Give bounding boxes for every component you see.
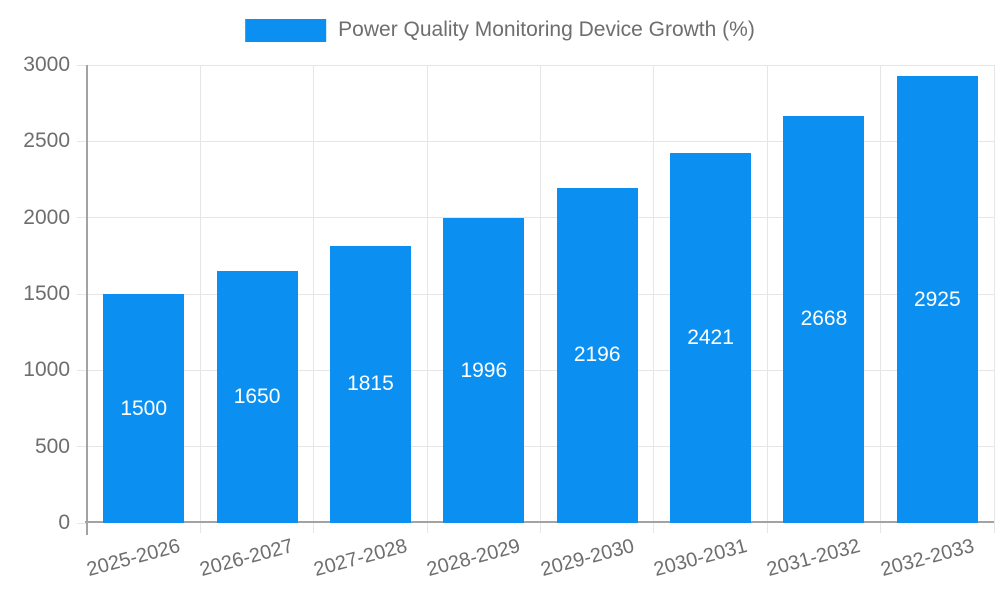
bar-value-label: 1650 xyxy=(233,385,281,409)
x-tick-label: 2031-2032 xyxy=(764,534,863,581)
y-axis-line xyxy=(86,65,88,535)
x-tick-label: 2029-2030 xyxy=(538,534,637,581)
grid-line-vertical xyxy=(313,65,315,533)
x-tick-label: 2026-2027 xyxy=(197,534,297,581)
bar xyxy=(783,115,865,523)
grid-line-vertical xyxy=(653,65,655,533)
grid-line-horizontal xyxy=(77,369,994,371)
bar xyxy=(670,153,752,523)
x-tick-label: 2030-2031 xyxy=(651,534,750,581)
bar xyxy=(556,187,638,523)
y-axis-tick xyxy=(77,522,87,524)
y-tick-label: 1500 xyxy=(23,282,70,305)
legend-label: Power Quality Monitoring Device Growth (… xyxy=(338,18,755,41)
bar xyxy=(443,218,525,523)
y-tick-label: 500 xyxy=(34,434,70,458)
legend-item[interactable]: Power Quality Monitoring Device Growth (… xyxy=(245,18,755,42)
x-axis-line xyxy=(85,521,994,523)
bar xyxy=(896,76,978,523)
grid-line-horizontal xyxy=(77,217,994,219)
y-tick-label: 2000 xyxy=(23,205,70,229)
bar xyxy=(216,271,298,523)
bar-value-label: 1996 xyxy=(460,358,508,382)
bar-value-label: 2668 xyxy=(800,307,848,331)
y-tick-label: 1000 xyxy=(23,358,70,382)
grid-line-horizontal xyxy=(77,293,994,295)
grid-line-horizontal xyxy=(77,140,994,142)
grid-line-horizontal xyxy=(77,64,994,66)
grid-line-vertical xyxy=(880,65,882,533)
x-tick-label: 2027-2028 xyxy=(311,534,410,581)
grid-line-vertical xyxy=(993,65,995,533)
bar-value-label: 1815 xyxy=(347,372,394,396)
grid-line-vertical xyxy=(766,65,768,533)
plot-area: 0 500 1000 1500 2000 2500 3000 1500 2025-2026 165… xyxy=(23,53,995,581)
y-tick-label: 2500 xyxy=(23,129,70,153)
bar-value-label: 2925 xyxy=(913,287,961,311)
y-tick-label: 3000 xyxy=(23,53,70,76)
x-tick-label: 2028-2029 xyxy=(424,534,523,581)
grid-line-horizontal xyxy=(77,446,994,448)
bar xyxy=(329,245,411,523)
bar xyxy=(103,294,185,523)
legend-swatch xyxy=(245,18,327,42)
grid-line-vertical xyxy=(426,65,428,533)
bar-value-label: 1500 xyxy=(120,396,168,420)
x-tick-label: 2025-2026 xyxy=(84,534,183,581)
grid-line-vertical xyxy=(540,65,541,533)
grid-line-vertical xyxy=(199,65,201,533)
bar-value-label: 2421 xyxy=(687,326,734,350)
bar-value-label: 2196 xyxy=(573,343,621,367)
y-tick-label: 0 xyxy=(58,511,70,534)
x-tick-label: 2032-2033 xyxy=(878,534,977,581)
